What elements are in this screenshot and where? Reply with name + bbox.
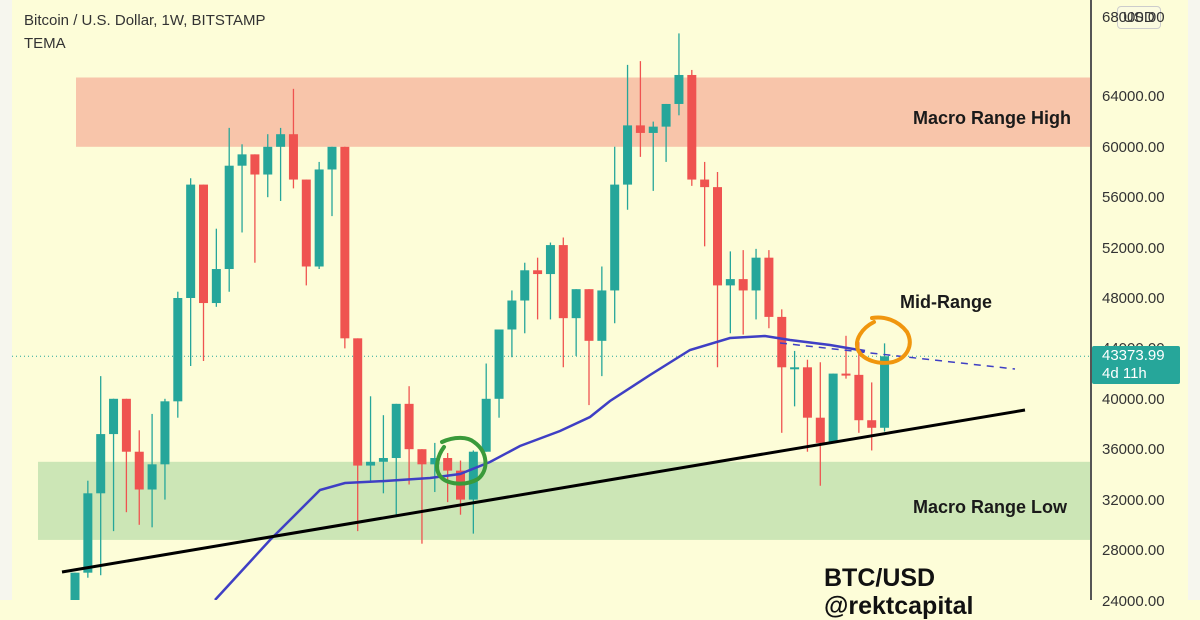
bearish-candle	[700, 179, 710, 188]
candlestick-chart[interactable]	[0, 0, 1200, 600]
macro-range-high-zone	[76, 77, 1090, 147]
bearish-candle	[635, 125, 645, 133]
bearish-candle	[777, 316, 787, 368]
bullish-candle	[276, 134, 286, 147]
tema-line	[214, 334, 866, 600]
currency-button[interactable]: USD	[1117, 6, 1161, 29]
bearish-candle	[815, 417, 825, 443]
bearish-candle	[533, 270, 543, 275]
bearish-candle	[738, 279, 748, 291]
price-tick: 48000.00	[1102, 290, 1165, 307]
mid-range-label: Mid-Range	[900, 292, 992, 312]
orange-circle-annotation	[855, 315, 912, 365]
chart-title: Bitcoin / U.S. Dollar, 1W, BITSTAMP	[24, 12, 266, 29]
bullish-candle	[725, 279, 735, 286]
price-axis-divider	[1090, 0, 1092, 600]
bearish-candle	[802, 367, 812, 418]
bullish-candle	[211, 269, 221, 304]
indicator-label[interactable]: TEMA	[24, 35, 66, 52]
bearish-candle	[250, 154, 260, 175]
bearish-candle	[301, 179, 311, 267]
bullish-candle	[327, 146, 337, 170]
price-tick: 52000.00	[1102, 240, 1165, 257]
bearish-candle	[687, 74, 697, 180]
bullish-candle	[96, 434, 106, 494]
bullish-candle	[147, 464, 157, 490]
bullish-candle	[648, 126, 658, 133]
candle-countdown: 4d 11h	[1102, 365, 1147, 382]
bullish-candle	[83, 493, 93, 573]
macro-range-high-label: Macro Range High	[913, 108, 1072, 128]
bullish-candle	[623, 125, 633, 185]
bearish-candle	[867, 420, 877, 428]
price-axis[interactable]	[1092, 0, 1200, 600]
price-tick: 40000.00	[1102, 391, 1165, 408]
bearish-candle	[288, 134, 298, 180]
price-tick: 56000.00	[1102, 189, 1165, 206]
bullish-candle	[610, 184, 620, 291]
current-price-value: 43373.99	[1102, 347, 1165, 364]
brand-watermark: BTC/USD @rektcapital	[824, 564, 973, 620]
mid-range-dashed-line	[779, 342, 1016, 370]
bullish-candle	[545, 245, 555, 275]
bullish-candle	[70, 572, 80, 600]
support-trendline	[61, 408, 1026, 574]
bullish-candle	[366, 461, 376, 466]
bullish-candle	[160, 401, 170, 465]
bearish-candle	[340, 146, 350, 339]
bullish-candle	[571, 289, 581, 319]
bullish-candle	[661, 103, 671, 127]
left-margin	[0, 0, 12, 600]
bullish-candle	[494, 329, 504, 399]
bearish-candle	[353, 338, 363, 466]
bullish-candle	[224, 165, 234, 270]
price-tick: 64000.00	[1102, 88, 1165, 105]
bullish-candle	[109, 398, 119, 435]
bullish-candle	[828, 373, 838, 443]
macro-range-low-zone	[38, 461, 1090, 540]
bearish-candle	[764, 257, 774, 317]
bullish-candle	[507, 300, 517, 330]
bullish-candle	[481, 398, 491, 452]
bullish-candle	[173, 298, 183, 402]
bullish-candle	[790, 367, 800, 370]
bearish-candle	[134, 451, 144, 490]
price-tick: 28000.00	[1102, 542, 1165, 559]
bearish-candle	[417, 449, 427, 465]
bullish-candle	[468, 451, 478, 500]
green-circle-annotation	[435, 435, 488, 486]
bearish-candle	[404, 403, 414, 450]
bullish-candle	[430, 458, 440, 465]
bearish-candle	[584, 289, 594, 341]
bullish-candle	[391, 403, 401, 459]
bearish-candle	[713, 187, 722, 286]
candles-group	[70, 33, 890, 600]
bullish-candle	[751, 257, 761, 291]
bearish-candle	[199, 184, 208, 304]
price-tick: 32000.00	[1102, 492, 1165, 509]
bullish-candle	[263, 146, 273, 175]
price-tick: 60000.00	[1102, 139, 1165, 156]
bullish-candle	[237, 154, 247, 166]
bullish-candle	[378, 458, 388, 462]
brand-handle: @rektcapital	[824, 592, 974, 620]
bearish-candle	[443, 458, 453, 471]
bearish-candle	[841, 373, 851, 376]
bullish-candle	[597, 290, 607, 341]
bearish-candle	[854, 374, 864, 421]
price-tick: 24000.00	[1102, 593, 1165, 610]
bearish-candle	[558, 245, 568, 319]
macro-range-low-label: Macro Range Low	[913, 497, 1068, 517]
price-tick: 68000.00	[1102, 9, 1165, 26]
bullish-candle	[880, 356, 890, 428]
price-tick: 36000.00	[1102, 441, 1165, 458]
right-margin	[1188, 0, 1200, 600]
bullish-candle	[520, 270, 530, 301]
bearish-candle	[121, 398, 131, 452]
current-price-tag: 43373.99 4d 11h	[1092, 346, 1180, 384]
bullish-candle	[674, 74, 684, 104]
brand-pair: BTC/USD	[824, 564, 936, 592]
bullish-candle	[314, 169, 324, 267]
bullish-candle	[186, 184, 196, 298]
